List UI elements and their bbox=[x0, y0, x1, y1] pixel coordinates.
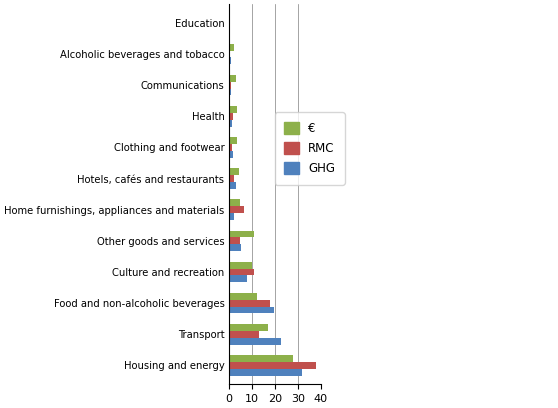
Bar bbox=[229, 306, 273, 313]
Bar bbox=[229, 89, 231, 95]
Bar bbox=[229, 120, 232, 126]
Bar bbox=[229, 113, 233, 120]
Bar bbox=[229, 268, 254, 275]
Bar bbox=[229, 338, 281, 345]
Bar bbox=[229, 51, 230, 58]
Bar bbox=[229, 369, 302, 376]
Bar bbox=[229, 362, 316, 369]
Bar bbox=[229, 137, 237, 144]
Bar bbox=[229, 106, 237, 113]
Bar bbox=[229, 275, 247, 282]
Bar bbox=[229, 75, 235, 82]
Bar bbox=[229, 355, 293, 362]
Bar bbox=[229, 151, 233, 158]
Bar bbox=[229, 58, 231, 64]
Bar bbox=[229, 300, 270, 306]
Bar bbox=[229, 262, 252, 268]
Bar bbox=[229, 144, 232, 151]
Bar bbox=[229, 175, 234, 182]
Bar bbox=[229, 200, 240, 206]
Legend: €, RMC, GHG: €, RMC, GHG bbox=[275, 113, 344, 185]
Bar bbox=[229, 82, 231, 89]
Bar bbox=[229, 293, 257, 300]
Bar bbox=[229, 206, 244, 213]
Bar bbox=[229, 244, 241, 251]
Bar bbox=[229, 213, 234, 220]
Bar bbox=[229, 324, 268, 331]
Bar bbox=[229, 44, 234, 51]
Bar bbox=[229, 237, 240, 244]
Bar bbox=[229, 168, 239, 175]
Bar bbox=[229, 231, 254, 237]
Bar bbox=[229, 182, 235, 189]
Bar bbox=[229, 331, 258, 338]
